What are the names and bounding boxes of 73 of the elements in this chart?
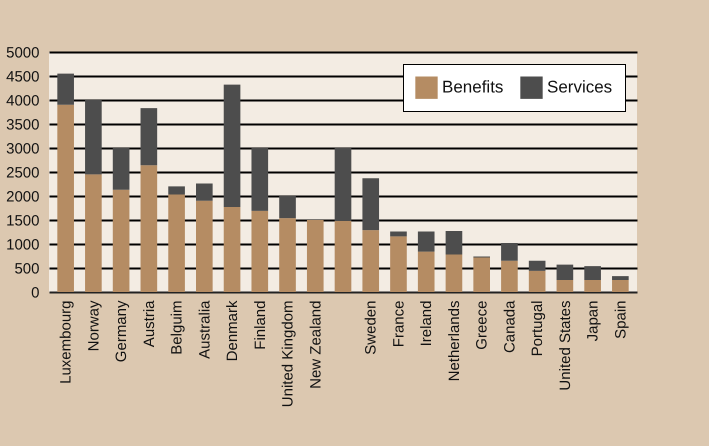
bar	[140, 165, 158, 292]
x-tick-label: Luxembourg	[58, 300, 75, 384]
bar	[501, 260, 518, 292]
bar	[556, 264, 574, 280]
x-tick-label: Portugal	[529, 300, 546, 356]
bar	[112, 190, 130, 292]
y-tick-label: 4500	[6, 68, 40, 86]
y-tick-label: 0	[31, 284, 40, 302]
x-tick-label: Japan	[584, 300, 602, 342]
y-tick-label: 5000	[6, 44, 40, 62]
bar	[85, 100, 102, 174]
legend-label: Benefits	[442, 78, 504, 97]
x-tick-label: Austria	[140, 300, 158, 348]
bar	[528, 270, 546, 292]
bar	[57, 104, 74, 292]
bar	[85, 174, 102, 292]
x-tick-label: Ireland	[418, 300, 436, 346]
x-tick-label: United Kingdom	[280, 300, 297, 408]
bar	[168, 186, 185, 195]
bar	[501, 243, 518, 261]
bar	[140, 108, 158, 166]
legend-label: Services	[547, 78, 612, 97]
bar	[446, 231, 462, 255]
y-tick-label: 2000	[6, 188, 40, 206]
x-tick-label: Belguim	[168, 300, 186, 355]
bar	[224, 84, 240, 208]
x-tick-label: Australia	[196, 300, 214, 359]
x-tick-label: New Zealand	[307, 300, 324, 389]
bar	[279, 218, 296, 292]
bar	[57, 74, 74, 105]
y-tick-label: 1500	[6, 212, 40, 230]
x-tick-label: Germany	[113, 300, 130, 362]
bar	[528, 260, 546, 271]
y-tick-label: 4000	[6, 92, 40, 110]
x-tick-label: Spain	[612, 300, 630, 339]
bar	[390, 236, 407, 292]
y-tick-label: 500	[14, 260, 40, 278]
bar	[306, 220, 324, 292]
bar	[362, 178, 380, 230]
x-tick-label: Sweden	[362, 300, 380, 355]
x-tick-label: United States	[556, 300, 574, 391]
x-tick-label: France	[390, 300, 408, 348]
bar	[418, 252, 435, 292]
x-tick-label: Denmark	[224, 300, 242, 362]
bar	[112, 148, 130, 190]
x-tick-label: Greece	[474, 300, 491, 350]
y-tick-label: 3500	[6, 116, 40, 134]
bar	[334, 148, 352, 221]
bar	[251, 210, 268, 292]
bar	[446, 254, 462, 292]
bar	[362, 230, 380, 292]
bar	[473, 257, 490, 292]
bar	[279, 196, 296, 218]
bar	[556, 280, 574, 292]
y-tick-label: 1000	[6, 236, 40, 254]
bar	[612, 276, 629, 280]
x-tick-label: Finland	[252, 300, 269, 350]
bar	[224, 207, 240, 292]
y-tick-label: 2500	[6, 164, 40, 182]
bar	[612, 280, 629, 292]
bar	[418, 232, 435, 252]
bar	[334, 220, 352, 292]
bar	[390, 232, 407, 236]
y-tick-label: 3000	[6, 140, 40, 158]
x-tick-label: Netherlands	[446, 300, 463, 382]
bar	[196, 200, 213, 292]
bar	[584, 266, 601, 280]
bar	[584, 280, 601, 292]
x-tick-label: Norway	[85, 300, 102, 352]
x-tick-label: Canada	[501, 300, 518, 354]
bar	[196, 184, 213, 201]
bar	[168, 194, 185, 292]
bar	[251, 148, 268, 211]
